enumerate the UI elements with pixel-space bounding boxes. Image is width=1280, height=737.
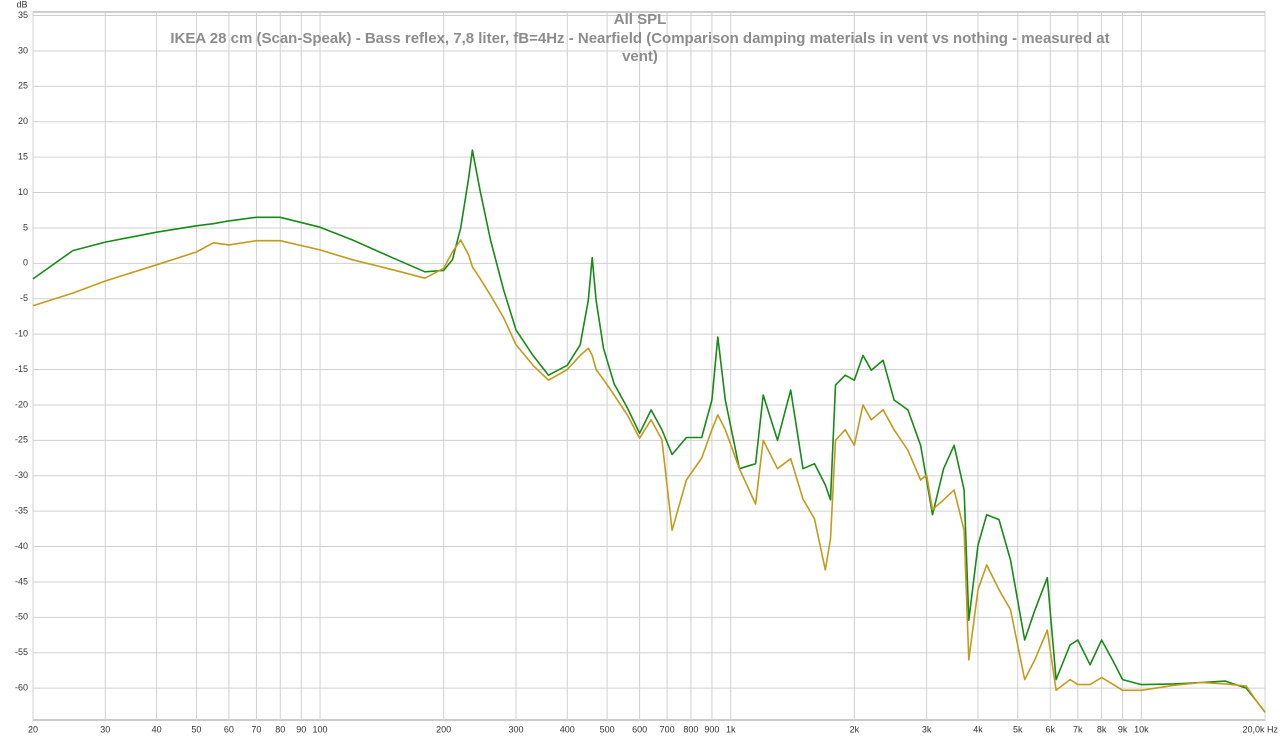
y-tick-label: 15 <box>18 152 28 162</box>
x-tick-label: 50 <box>191 724 201 734</box>
y-tick-label: -30 <box>15 470 28 480</box>
x-tick-label: 3k <box>922 724 932 734</box>
x-tick-label: 20,0k Hz <box>1242 724 1278 734</box>
x-tick-label: 7k <box>1073 724 1083 734</box>
y-tick-label: -10 <box>15 329 28 339</box>
x-tick-label: 700 <box>660 724 675 734</box>
y-tick-label: -35 <box>15 506 28 516</box>
x-tick-label: 400 <box>560 724 575 734</box>
y-tick-label: 30 <box>18 45 28 55</box>
x-tick-label: 90 <box>296 724 306 734</box>
x-tick-label: 900 <box>704 724 719 734</box>
y-axis-label: dB <box>16 0 27 9</box>
y-tick-label: -55 <box>15 647 28 657</box>
y-tick-label: -20 <box>15 399 28 409</box>
y-tick-label: -25 <box>15 435 28 445</box>
y-tick-label: -60 <box>15 683 28 693</box>
y-tick-label: -5 <box>20 293 28 303</box>
x-tick-label: 600 <box>632 724 647 734</box>
x-tick-label: 30 <box>100 724 110 734</box>
y-tick-label: -45 <box>15 576 28 586</box>
chart-title: All SPL <box>613 11 667 28</box>
x-tick-label: 6k <box>1046 724 1056 734</box>
x-tick-label: 80 <box>275 724 285 734</box>
x-tick-label: 4k <box>973 724 983 734</box>
x-tick-label: 40 <box>152 724 162 734</box>
chart-subtitle: IKEA 28 cm (Scan-Speak) - Bass reflex, 7… <box>170 30 1110 65</box>
series-line <box>32 239 1266 713</box>
x-tick-label: 8k <box>1097 724 1107 734</box>
x-tick-label: 500 <box>600 724 615 734</box>
y-tick-label: 5 <box>23 222 28 232</box>
plot-frame <box>32 11 1266 721</box>
x-tick-label: 20 <box>28 724 38 734</box>
x-tick-label: 100 <box>313 724 328 734</box>
x-tick-label: 60 <box>224 724 234 734</box>
y-tick-label: -40 <box>15 541 28 551</box>
x-tick-label: 2k <box>850 724 860 734</box>
y-tick-label: 35 <box>18 10 28 20</box>
y-tick-label: -50 <box>15 612 28 622</box>
y-tick-label: 25 <box>18 81 28 91</box>
x-tick-label: 10k <box>1134 724 1149 734</box>
x-tick-label: 70 <box>251 724 261 734</box>
y-tick-label: 0 <box>23 258 28 268</box>
x-tick-label: 800 <box>683 724 698 734</box>
x-tick-label: 300 <box>508 724 523 734</box>
x-tick-label: 9k <box>1118 724 1128 734</box>
x-tick-label: 1k <box>726 724 736 734</box>
y-tick-label: -15 <box>15 364 28 374</box>
y-tick-label: 20 <box>18 116 28 126</box>
x-tick-label: 5k <box>1013 724 1023 734</box>
x-tick-label: 200 <box>436 724 451 734</box>
series-line <box>32 149 1266 713</box>
y-tick-label: 10 <box>18 187 28 197</box>
